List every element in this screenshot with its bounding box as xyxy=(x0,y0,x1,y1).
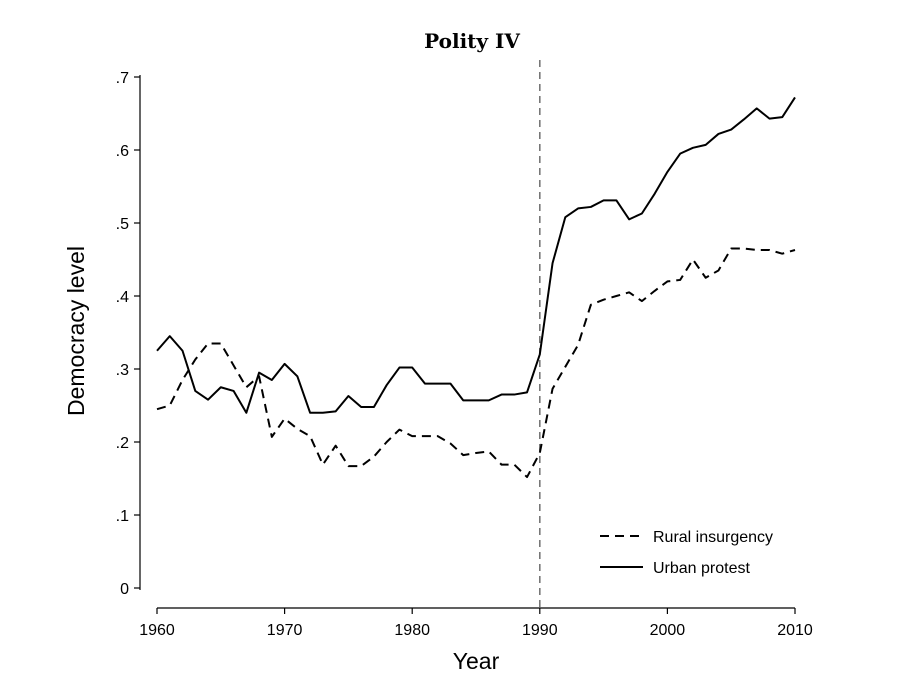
y-tick-label: .6 xyxy=(116,143,129,160)
y-tick-label: .7 xyxy=(116,70,129,87)
y-tick-label: .5 xyxy=(116,216,129,233)
legend-label: Rural insurgency xyxy=(653,529,773,546)
legend: Rural insurgency Urban protest xyxy=(600,529,773,577)
y-tick-label: .2 xyxy=(116,435,129,452)
y-tick-label: 0 xyxy=(120,581,129,598)
x-tick-label: 1980 xyxy=(394,622,430,639)
x-axis-label: Year xyxy=(453,648,500,674)
x-tick-label: 1990 xyxy=(522,622,558,639)
x-tick-label: 2010 xyxy=(777,622,813,639)
x-tick-label: 1960 xyxy=(139,622,175,639)
series-lines xyxy=(156,96,796,479)
x-ticks: 1960 1970 1980 1990 2000 2010 xyxy=(139,608,813,639)
y-tick-label: .3 xyxy=(116,362,129,379)
series-line-rural-insurgency xyxy=(156,247,796,479)
y-ticks: 0 .1 .2 .3 .4 .5 .6 .7 xyxy=(116,70,140,598)
series-line-urban-protest xyxy=(156,96,796,414)
chart-title: Polity IV xyxy=(424,29,520,53)
y-tick-label: .4 xyxy=(116,289,129,306)
plot-area: 0 .1 .2 .3 .4 .5 .6 .7 1960 1970 1980 1990 2000 2010 xyxy=(116,60,813,639)
x-tick-label: 2000 xyxy=(650,622,686,639)
legend-label: Urban protest xyxy=(653,560,750,577)
x-tick-label: 1970 xyxy=(267,622,303,639)
y-tick-label: .1 xyxy=(116,508,129,525)
y-axis-label: Democracy level xyxy=(63,246,89,416)
